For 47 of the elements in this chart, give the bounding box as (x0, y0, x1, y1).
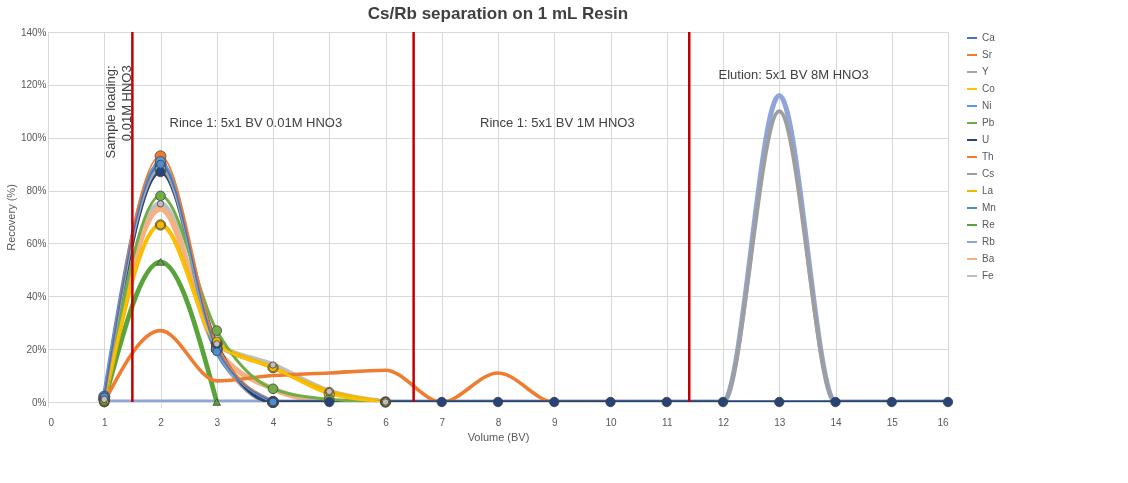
legend-label: Y (982, 66, 989, 77)
x-tick-label: 12 (717, 416, 730, 428)
x-tick-label: 16 (937, 416, 949, 428)
legend-label: Th (982, 151, 994, 162)
legend-label: Cs (982, 168, 995, 179)
x-tick-label: 4 (270, 416, 277, 428)
x-tick-label: 2 (158, 416, 165, 428)
x-tick-label: 1 (101, 416, 108, 428)
x-tick-label: 5 (326, 416, 333, 428)
y-tick-label: 140% (20, 26, 47, 38)
legend-label: Sr (982, 49, 993, 60)
y-tick-label: 0% (32, 396, 47, 408)
y-tick-label: 60% (26, 237, 47, 249)
y-tick-label: 100% (20, 132, 47, 144)
x-axis-title: Volume (BV) (467, 430, 530, 443)
annotation: Elution: 5x1 BV 8M HNO3 (718, 67, 869, 82)
legend-label: Ni (982, 100, 992, 111)
legend-label: Re (982, 219, 996, 230)
y-tick-label: 80% (26, 185, 47, 197)
x-tick-label: 7 (439, 416, 446, 428)
x-tick-label: 14 (830, 416, 842, 428)
x-tick-label: 10 (605, 416, 617, 428)
legend-label: Mn (982, 202, 996, 213)
legend-label: Pb (982, 117, 995, 128)
annotation: Rince 1: 5x1 BV 1M HNO3 (480, 115, 635, 131)
legend-label: La (982, 185, 994, 196)
legend-label: Fe (982, 270, 995, 281)
x-tick-label: 15 (886, 416, 899, 428)
y-tick-label: 40% (26, 290, 47, 302)
legend-label: Ca (982, 32, 996, 43)
annotation: Rince 1: 5x1 BV 0.01M HNO3 (169, 115, 343, 131)
x-tick-label: 13 (774, 416, 786, 428)
x-tick-label: 0 (48, 416, 55, 428)
chart-title: Cs/Rb separation on 1 mL Resin (367, 4, 629, 23)
x-tick-label: 9 (551, 416, 558, 428)
legend-label: Rb (982, 236, 996, 247)
x-tick-label: 8 (495, 416, 502, 428)
legend-label: Co (982, 83, 996, 94)
legend-label: Ba (982, 253, 995, 264)
legend-label: U (982, 134, 990, 145)
annotation: Sample loading: 0.01M HNO3 (103, 65, 134, 159)
x-tick-label: 6 (383, 416, 390, 428)
y-axis-title: Recovery (%) (4, 184, 17, 251)
y-tick-label: 20% (26, 343, 47, 355)
y-tick-label: 120% (20, 79, 47, 91)
x-tick-label: 11 (662, 416, 673, 428)
x-tick-label: 3 (214, 416, 221, 428)
